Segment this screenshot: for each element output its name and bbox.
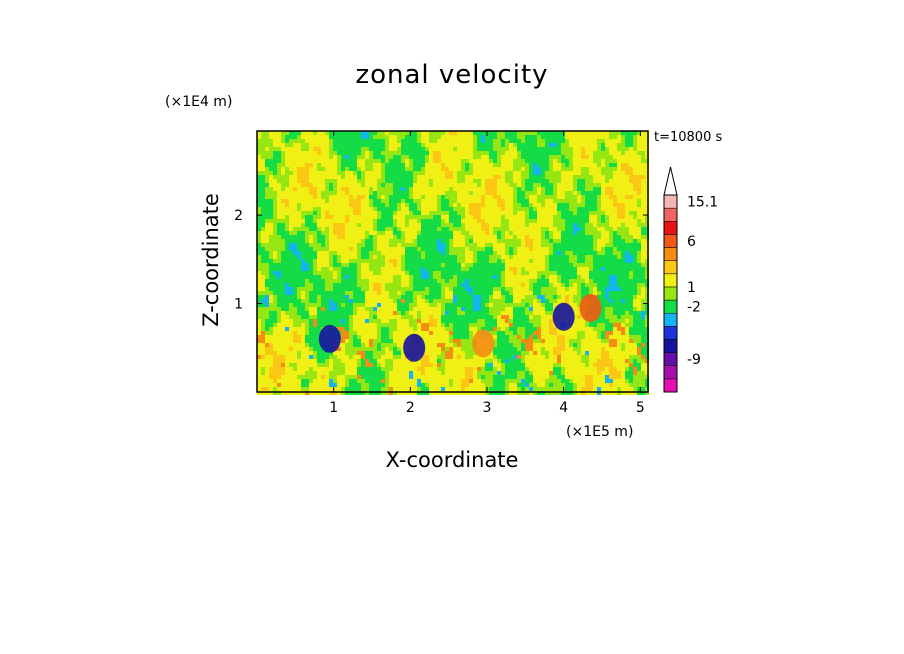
field-feature-2 <box>579 293 602 322</box>
plot-frame <box>256 130 649 393</box>
y-tick-label-2: 2 <box>234 208 243 224</box>
colorbar-label-6: 6 <box>687 234 696 250</box>
colorbar-level-13 <box>663 207 678 222</box>
colorbar-level-0 <box>663 378 678 393</box>
x-axis-label: X-coordinate <box>385 448 519 472</box>
colorbar-level-3 <box>663 339 678 353</box>
colorbar-level-2 <box>663 352 678 366</box>
colorbar-label-15.1: 15.1 <box>687 195 718 211</box>
x-tick-label-1: 1 <box>329 400 338 416</box>
heatmap-field <box>257 131 649 395</box>
colorbar-label--2: -2 <box>687 300 701 316</box>
colorbar-level-1 <box>663 365 678 380</box>
field-feature-3 <box>403 333 426 362</box>
colorbar-level-14 <box>663 194 678 209</box>
field-feature-0 <box>318 324 341 353</box>
colorbar-extend-arrow <box>663 166 678 196</box>
y-axis-unit: (×1E4 m) <box>165 94 233 110</box>
colorbar-level-12 <box>663 221 678 235</box>
colorbar-label--9: -9 <box>687 352 701 368</box>
x-tick-label-2: 2 <box>406 400 415 416</box>
x-tick-label-5: 5 <box>636 400 645 416</box>
colorbar-level-4 <box>663 326 678 340</box>
x-tick-label-4: 4 <box>559 400 568 416</box>
time-label: t=10800 s <box>654 130 723 145</box>
colorbar-level-6 <box>663 299 678 314</box>
colorbar-level-5 <box>663 312 678 327</box>
colorbar-level-7 <box>663 286 678 301</box>
x-tick-label-3: 3 <box>483 400 492 416</box>
colorbar-level-9 <box>663 260 678 275</box>
colorbar-frame <box>663 194 678 393</box>
y-tick-label-1: 1 <box>234 297 243 313</box>
x-axis-unit: (×1E5 m) <box>566 424 634 440</box>
colorbar-label-1: 1 <box>687 280 696 296</box>
colorbar-level-10 <box>663 247 678 261</box>
chart-title: zonal velocity <box>355 60 549 90</box>
colorbar-level-8 <box>663 273 678 288</box>
colorbar-level-11 <box>663 234 678 248</box>
field-feature-1 <box>552 302 575 331</box>
field-feature-4 <box>472 329 495 358</box>
